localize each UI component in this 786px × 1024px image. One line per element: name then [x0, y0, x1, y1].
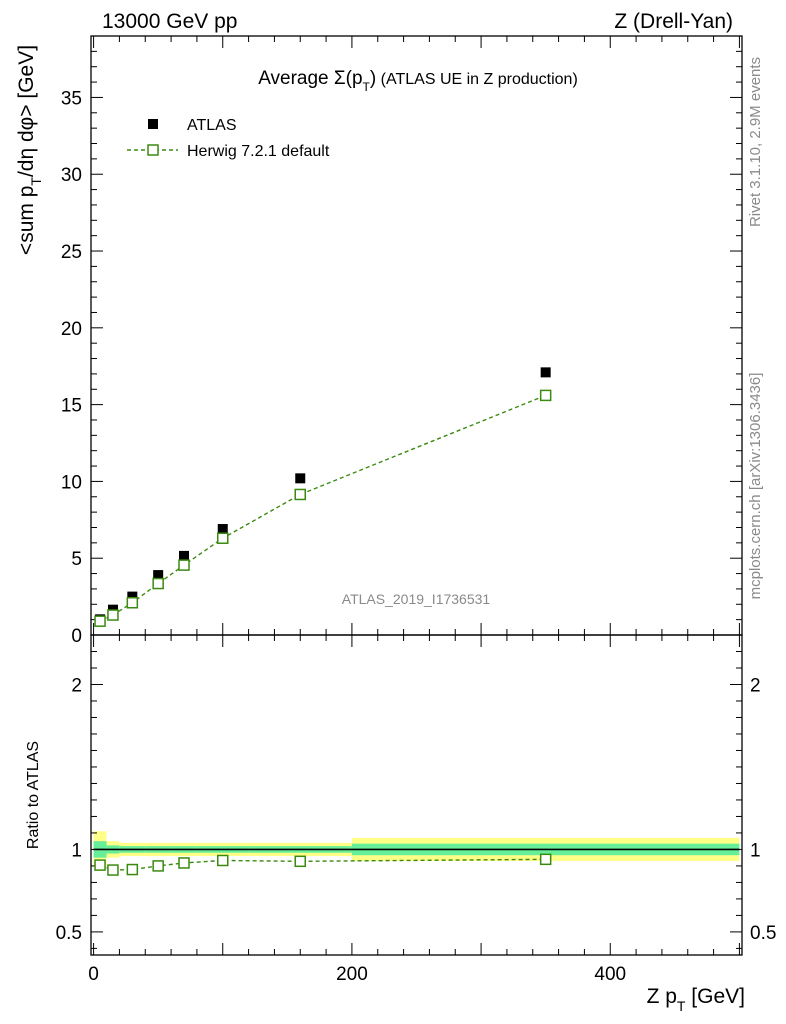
header-left: 13000 GeV pp	[102, 10, 237, 33]
y-tick-label: 0	[71, 626, 82, 647]
x-axis-label: Z pT [GeV]	[647, 985, 745, 1014]
herwig-point	[107, 609, 119, 621]
x-tick-label: 200	[336, 964, 368, 985]
y-tick-label: 5	[71, 549, 82, 570]
herwig-point	[152, 577, 164, 590]
analysis-watermark: ATLAS_2019_I1736531	[342, 591, 491, 607]
ratio-herwig-point	[152, 860, 164, 872]
main-plot: 0 5 10 15 20 25 30 35	[61, 35, 743, 647]
title-sigma: Σ(p	[334, 68, 363, 89]
legend: ATLAS Herwig 7.2.1 default	[127, 117, 330, 160]
y-tick-label: 10	[61, 472, 82, 493]
ratio-y-tick-label-left: 1	[71, 840, 82, 861]
ratio-y-tick-label-left: 2	[71, 675, 82, 696]
y-axis-label-main: <sum pT/dη dφ> [GeV]	[15, 45, 44, 255]
legend-herwig-marker	[147, 144, 159, 156]
xlabel-sub: T	[677, 998, 686, 1014]
title-close: )	[370, 68, 376, 89]
ratio-herwig-point	[94, 859, 106, 871]
atlas-point	[295, 473, 306, 484]
x-tick-label: 0	[88, 964, 99, 985]
legend-herwig-label: Herwig 7.2.1 default	[187, 143, 330, 160]
plot-title: Average Σ(pT) (ATLAS UE in Z production)	[258, 68, 578, 94]
ratio-frame	[90, 634, 743, 956]
herwig-point	[539, 389, 552, 402]
herwig-point	[126, 596, 139, 609]
title-prefix: Average	[258, 68, 334, 89]
title-rest: (ATLAS UE in Z production)	[376, 71, 578, 88]
y-tick-label: 20	[61, 319, 82, 340]
y-tick-label: 15	[61, 396, 82, 417]
atlas-point	[127, 591, 138, 602]
ratio-herwig-point	[107, 864, 119, 876]
header-right: Z (Drell-Yan)	[614, 10, 733, 33]
mcplots-label: mcplots.cern.ch [arXiv:1306.3436]	[747, 373, 764, 600]
y-tick-label: 30	[61, 165, 82, 186]
atlas-point	[217, 524, 228, 535]
ratio-herwig-point	[217, 854, 229, 867]
y-axis-label-ratio: Ratio to ATLAS	[25, 741, 42, 849]
y-tick-label: 35	[61, 88, 82, 109]
xlabel-a: Z p	[647, 985, 677, 1008]
ylabel-a: <sum p	[15, 186, 38, 255]
x-tick-label: 400	[594, 964, 626, 985]
herwig-point	[94, 615, 106, 627]
ratio-herwig-point	[178, 857, 190, 869]
ratio-y-tick-label-left: 0.5	[56, 923, 82, 944]
atlas-point	[153, 570, 164, 581]
ylabel-b: /dη dφ> [GeV]	[15, 45, 38, 177]
ratio-y-tick-label-right: 2	[750, 675, 761, 696]
title-sub: T	[363, 80, 371, 94]
ylabel-sub: T	[28, 177, 44, 186]
herwig-point	[294, 488, 306, 501]
herwig-point	[178, 559, 190, 571]
xlabel-b: [GeV]	[685, 985, 745, 1008]
ratio-herwig-point	[126, 863, 139, 876]
herwig-line	[99, 394, 546, 622]
ratio-y-tick-label-right: 0.5	[750, 923, 776, 944]
atlas-point	[540, 367, 551, 378]
ratio-herwig-point	[539, 853, 552, 866]
rivet-label: Rivet 3.1.10, 2.9M events	[747, 57, 764, 227]
y-tick-label: 25	[61, 242, 82, 263]
legend-atlas-label: ATLAS	[187, 117, 237, 134]
atlas-point	[179, 550, 189, 561]
ratio-herwig-point	[294, 855, 306, 868]
herwig-point	[217, 532, 229, 544]
ratio-y-tick-label-right: 1	[750, 840, 761, 861]
legend-atlas-marker	[148, 119, 158, 129]
ratio-plot: 0 200 400 0.5 0.5 1 1 2 2	[56, 634, 776, 985]
